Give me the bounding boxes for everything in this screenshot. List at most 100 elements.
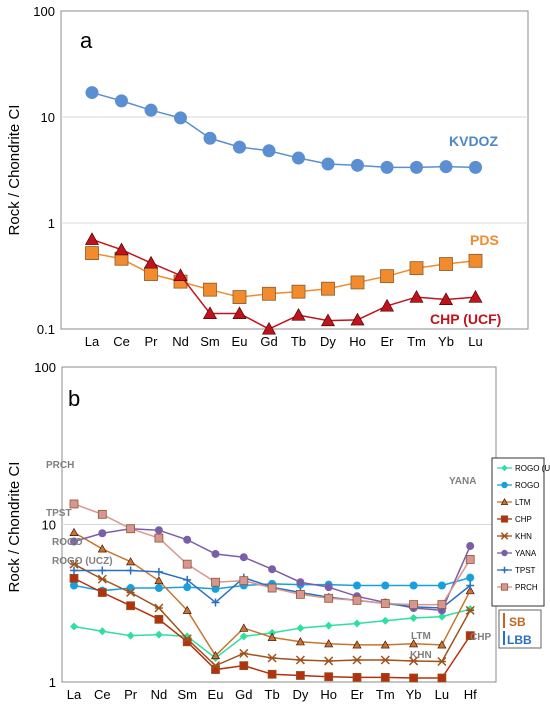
data-point-yana (466, 542, 475, 551)
curve-label-chp: CHP (470, 632, 491, 643)
data-point-khn (239, 648, 249, 658)
data-point-yana (70, 537, 78, 546)
data-point-rogo-ucz (466, 605, 475, 614)
data-point-chp (154, 614, 164, 624)
x-tick-label-pr: Pr (145, 334, 159, 349)
x-tick-label-ho: Ho (320, 687, 337, 702)
legend-marker-ltm (500, 498, 509, 505)
data-point-ltm (154, 576, 164, 585)
data-point-prch (295, 589, 305, 599)
series-label-pds: PDS (470, 232, 499, 248)
data-point-chp-ucf (261, 321, 277, 335)
data-point-ltm (352, 640, 362, 649)
legend-marker-prch (500, 583, 509, 591)
data-point-kvdoz (380, 160, 394, 174)
group-box (498, 609, 542, 649)
data-point-ltm (267, 632, 277, 641)
panel-a: 0.1 1 10 100 La Ce Pr Nd Sm Eu Gd Tb Dy Ho Er Tm Yb Lu a… (6, 4, 529, 349)
data-point-prch (267, 583, 277, 593)
data-point-chp (69, 573, 79, 583)
legend-marker-khn (500, 532, 509, 540)
data-point-chp (295, 671, 305, 680)
data-point-ltm (409, 639, 419, 648)
x-tick-label-tb: Tb (265, 687, 280, 702)
data-point-tpst (466, 581, 475, 590)
data-point-ltm (210, 651, 221, 660)
data-point-rogo-ucz (126, 631, 135, 640)
data-point-tpst (126, 566, 135, 575)
x-tick-label-yb: Yb (406, 687, 422, 702)
data-point-rogo (353, 581, 361, 590)
data-point-khn (352, 655, 362, 665)
x-ticks-a: La Ce Pr Nd Sm Eu Gd Tb Dy Ho Er Tm Yb Lu (85, 334, 483, 349)
data-point-chp-ucf (438, 292, 454, 305)
data-point-chp-ucf (173, 268, 188, 281)
data-point-prch (239, 576, 249, 586)
data-point-rogo-ucz (296, 624, 305, 633)
data-point-chp-ucf (379, 298, 395, 312)
data-point-chp (380, 672, 390, 682)
data-point-pds (232, 290, 247, 304)
data-point-pds (439, 257, 453, 271)
data-point-rogo-ucz (154, 630, 163, 639)
data-point-rogo-ucz (437, 612, 446, 621)
x-tick-label-hf: Hf (464, 687, 477, 702)
data-point-rogo (154, 584, 163, 593)
x-tick-label-la: La (67, 687, 82, 702)
data-point-rogo-ucz (324, 621, 333, 630)
data-point-khn (126, 587, 136, 598)
legend-marker-yana (501, 549, 508, 557)
x-tick-label-ho: Ho (349, 334, 366, 349)
series-label-kvdoz: KVDOZ (449, 133, 498, 149)
y-tick-label: 0.1 (37, 322, 55, 337)
data-point-ltm (465, 586, 475, 595)
series-a (84, 86, 483, 335)
curve-label-khn: KHN (410, 650, 432, 661)
data-point-pds (409, 261, 424, 276)
x-tick-label-eu: Eu (208, 687, 224, 702)
curve-label-ltm: LTM (411, 631, 431, 642)
data-point-khn (210, 661, 221, 671)
data-point-prch (126, 524, 135, 534)
y-axis-label-b: Rock / Chondrite CI (6, 462, 23, 593)
x-tick-label-sm: Sm (200, 334, 220, 349)
data-point-pds (85, 246, 99, 261)
data-point-pds (291, 284, 306, 299)
legend-marker-tpst (501, 566, 508, 574)
legend-box (491, 457, 545, 607)
data-point-pds (262, 286, 276, 301)
x-tick-label-sm: Sm (177, 687, 197, 702)
data-point-chp-ucf (84, 232, 100, 245)
data-point-ltm (126, 557, 136, 566)
data-point-yana (98, 529, 107, 538)
data-point-pds (321, 281, 335, 296)
legend-label-prch: PRCH (515, 583, 538, 592)
data-point-chp (267, 669, 277, 679)
data-point-rogo-ucz (239, 632, 248, 641)
data-point-ltm (69, 527, 79, 536)
data-point-yana (324, 583, 333, 592)
curve-label-rogo-ucz: ROGO (UCZ) (52, 556, 113, 567)
data-point-khn (324, 656, 334, 666)
data-point-kvdoz (233, 140, 246, 154)
data-point-khn (97, 574, 107, 584)
y-tick-label: 10 (41, 110, 55, 125)
data-point-kvdoz (115, 94, 128, 108)
legend-label-tpst: TPST (515, 566, 536, 575)
data-point-chp (126, 601, 135, 611)
panel-label-b: b (68, 386, 80, 411)
x-tick-label-nd: Nd (151, 687, 168, 702)
data-point-rogo-ucz (70, 622, 78, 631)
data-point-chp (465, 631, 475, 641)
data-point-pds (144, 267, 158, 281)
data-point-yana (268, 565, 277, 574)
legend-marker-rogo-ucz (501, 464, 508, 472)
data-point-khn (295, 655, 305, 665)
data-point-prch (465, 555, 475, 564)
data-point-prch (154, 533, 164, 543)
x-tick-label-la: La (85, 334, 100, 349)
legend-label-chp: CHP (515, 515, 532, 524)
data-point-kvdoz (292, 151, 305, 165)
legend-label-yana: YANA (515, 549, 537, 558)
legend-marker-chp (500, 515, 509, 523)
